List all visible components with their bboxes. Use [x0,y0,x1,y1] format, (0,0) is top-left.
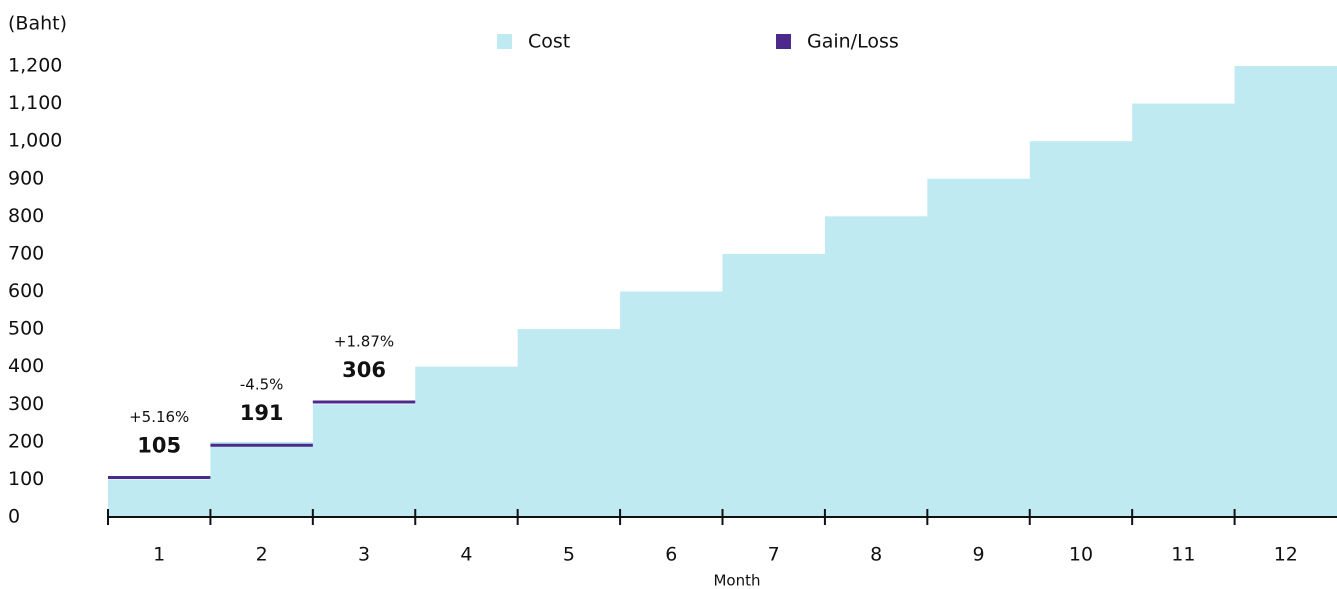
y-tick-label: 400 [8,355,44,377]
y-axis-label: (Baht) [8,13,67,35]
x-axis-label: Month [713,572,760,589]
y-tick-label: 1,200 [8,55,62,77]
cost-bar [210,441,314,517]
percent-label: +1.87% [334,332,394,350]
x-tick-label: 12 [1274,544,1298,566]
y-tick-label: 600 [8,280,44,302]
x-tick-label: 4 [460,544,472,566]
cost-bar [620,291,723,517]
legend-swatch [776,34,791,49]
percent-label: +5.16% [129,408,189,426]
y-tick-label: 1,000 [8,130,62,152]
x-tick-label: 10 [1069,544,1093,566]
y-tick-label: 700 [8,242,44,264]
y-tick-label: 800 [8,205,44,227]
cost-bar [722,253,826,517]
cost-bar [415,366,519,517]
x-tick-label: 9 [972,544,984,566]
y-tick-label: 0 [8,506,20,528]
cost-bar [1234,66,1337,517]
x-tick-label: 8 [870,544,882,566]
legend-label: Gain/Loss [807,31,899,53]
x-tick-label: 3 [358,544,370,566]
legend-swatch [497,34,512,49]
x-tick-label: 1 [153,544,165,566]
y-tick-label: 100 [8,468,44,490]
y-tick-label: 500 [8,318,44,340]
x-tick-label: 11 [1171,544,1195,566]
value-label: 105 [137,434,181,458]
x-tick-label: 6 [665,544,677,566]
legend-label: Cost [528,31,570,53]
percent-label: -4.5% [240,376,284,394]
y-tick-label: 1,100 [8,92,62,114]
y-tick-label: 900 [8,167,44,189]
x-tick-label: 5 [563,544,575,566]
x-tick-label: 2 [256,544,268,566]
cost-bar [312,404,416,517]
y-tick-label: 200 [8,430,44,452]
cost-bar [1029,141,1133,517]
value-label: 306 [342,358,386,382]
value-label: 191 [240,401,284,425]
cost-bar [927,178,1031,517]
cost-bar [517,329,621,517]
x-tick-label: 7 [768,544,780,566]
cost-bar [824,216,928,518]
y-tick-label: 300 [8,393,44,415]
cost-bar [108,479,211,517]
cost-bar [1132,103,1236,517]
